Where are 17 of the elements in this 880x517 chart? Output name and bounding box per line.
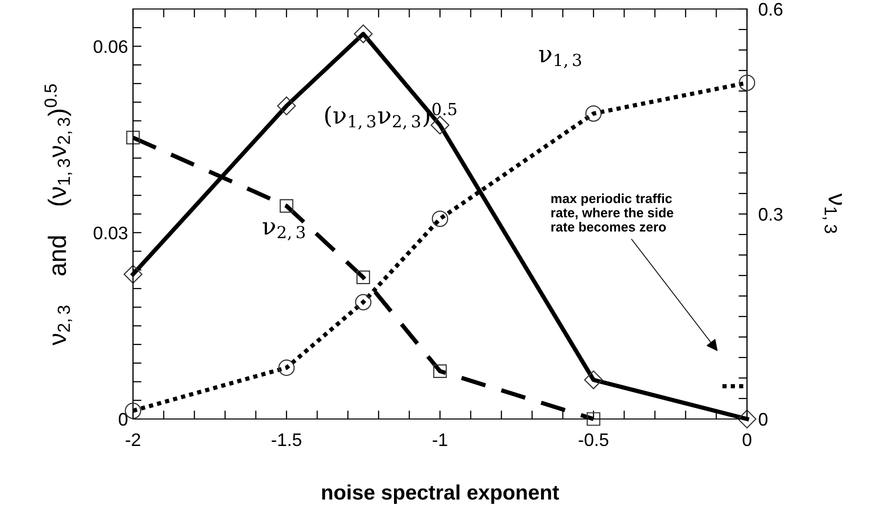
y2-axis-title: ν$_{1,3}$ (822, 193, 842, 234)
x-tick-label: -1 (432, 434, 448, 446)
y2-tick-label: 0.6 (758, 2, 782, 16)
x-tick-label: 0 (742, 433, 752, 446)
y2-tick-label: 0 (758, 412, 768, 426)
x-axis-title: noise spectral exponent (322, 484, 560, 504)
x-tick-label: -2 (126, 433, 140, 446)
annotation: max periodic traffic rate, where the side rate becomes zero (551, 194, 674, 232)
series-label: ν$_{2,3}$ (262, 222, 305, 240)
y-tick-label: 0.03 (94, 226, 128, 240)
text: ν$_{2,3}$ and (ν$_{1,3}$ν$_{2,3}$)$^{0.5}$ (44, 84, 72, 346)
y-tick-label: 0.06 (94, 40, 128, 53)
x-tick-label: -0.5 (578, 433, 608, 446)
y2-tick-label: 0.3 (758, 208, 782, 221)
series-label: ν$_{1,3}$ (539, 50, 582, 68)
x-tick-label: -1.5 (272, 434, 302, 446)
y-tick-label: 0 (118, 412, 128, 426)
